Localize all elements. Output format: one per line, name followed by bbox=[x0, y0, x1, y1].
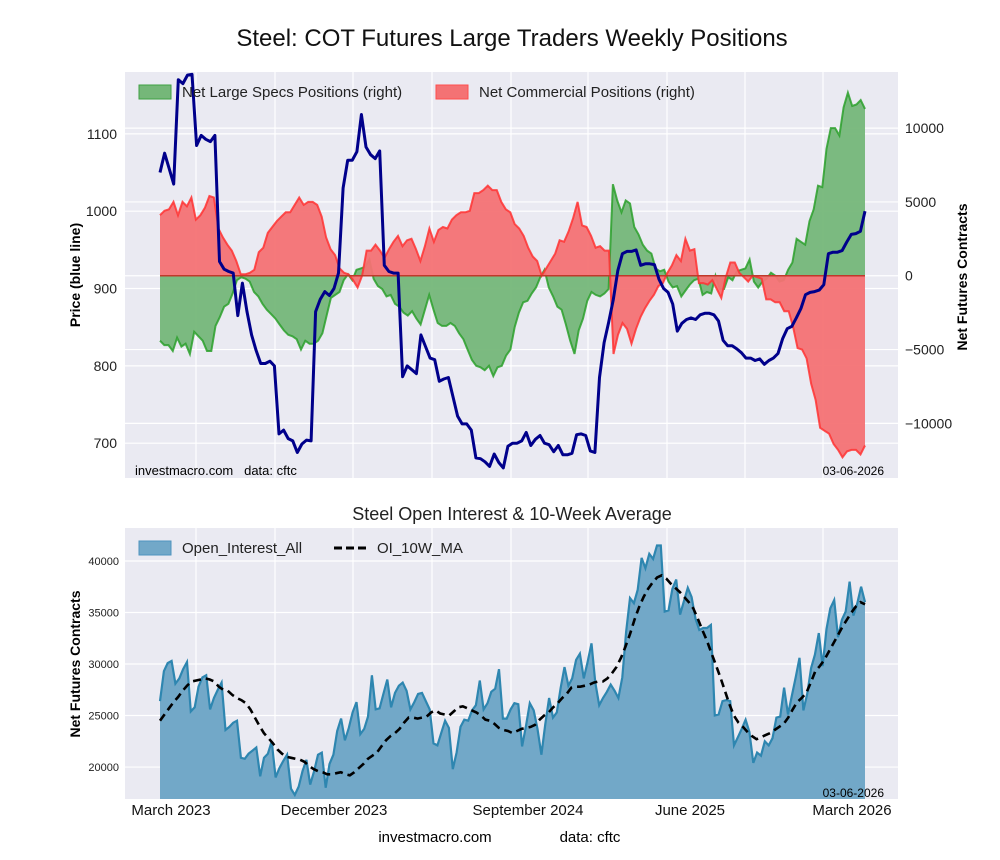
contracts-tick-label: −10000 bbox=[905, 415, 952, 431]
commercial-area bbox=[160, 185, 865, 458]
open-interest-line bbox=[158, 544, 867, 798]
price-tick-label: 700 bbox=[94, 435, 118, 451]
footer-source: data: cftc bbox=[560, 829, 621, 846]
large-specs-line bbox=[159, 89, 866, 379]
legend-label-ma: OI_10W_MA bbox=[377, 540, 463, 557]
open-interest-area bbox=[160, 545, 865, 799]
positions-watermark: investmacro.com data: cftc bbox=[135, 463, 297, 478]
contracts-tick-label: 5000 bbox=[905, 194, 936, 210]
legend-label-open-interest: Open_Interest_All bbox=[182, 540, 302, 557]
net-contracts-axis: −10000 −5000 0 5000 10000 bbox=[905, 120, 952, 431]
open-interest-last-date: 03-06-2026 bbox=[823, 786, 885, 800]
price-tick-label: 1000 bbox=[86, 203, 117, 219]
open-interest-legend: Open_Interest_All OI_10W_MA bbox=[138, 540, 463, 557]
open-interest-tick-label: 25000 bbox=[88, 711, 119, 723]
price-line-layer bbox=[158, 72, 867, 470]
contracts-tick-label: 0 bbox=[905, 268, 913, 284]
contracts-tick-label: 10000 bbox=[905, 120, 944, 136]
commercial-line bbox=[159, 184, 866, 460]
open-interest-chart: 20000 25000 30000 35000 40000 March 2023 Dece… bbox=[67, 528, 898, 819]
legend-swatch-open-interest bbox=[138, 540, 172, 556]
open-interest-area-layer bbox=[158, 544, 867, 799]
footer-site: investmacro.com bbox=[378, 829, 491, 846]
price-line bbox=[158, 72, 867, 470]
date-tick-label: June 2025 bbox=[655, 802, 725, 819]
open-interest-axis: 20000 25000 30000 35000 40000 bbox=[88, 556, 119, 774]
open-interest-tick-label: 20000 bbox=[88, 762, 119, 774]
figure-title: Steel: COT Futures Large Traders Weekly … bbox=[236, 25, 787, 52]
legend-swatch-commercial bbox=[435, 84, 469, 100]
positions-last-date: 03-06-2026 bbox=[823, 464, 885, 478]
open-interest-ma-layer bbox=[158, 573, 866, 777]
legend-label-large-specs: Net Large Specs Positions (right) bbox=[182, 84, 402, 101]
price-tick-label: 900 bbox=[94, 281, 118, 297]
open-interest-axis-label: Net Futures Contracts bbox=[67, 590, 83, 737]
positions-legend: Net Large Specs Positions (right) Net Co… bbox=[138, 84, 695, 101]
net-contracts-axis-label: Net Futures Contracts bbox=[954, 203, 970, 350]
date-axis: March 2023 December 2023 September 2024 Jun… bbox=[131, 802, 891, 819]
date-tick-label: December 2023 bbox=[281, 802, 388, 819]
open-interest-ma-line bbox=[158, 573, 866, 777]
contracts-tick-label: −5000 bbox=[905, 342, 945, 358]
legend-label-commercial: Net Commercial Positions (right) bbox=[479, 84, 695, 101]
open-interest-tick-label: 30000 bbox=[88, 659, 119, 671]
date-tick-label: March 2026 bbox=[812, 802, 891, 819]
date-tick-label: March 2023 bbox=[131, 802, 210, 819]
price-axis-label: Price (blue line) bbox=[67, 223, 83, 327]
large-specs-area bbox=[160, 92, 865, 377]
legend-swatch-large-specs bbox=[138, 84, 172, 100]
open-interest-tick-label: 35000 bbox=[88, 607, 119, 619]
price-axis: 700 800 900 1000 1100 bbox=[86, 126, 117, 451]
date-tick-label: September 2024 bbox=[473, 802, 584, 819]
open-interest-title: Steel Open Interest & 10-Week Average bbox=[352, 504, 672, 524]
price-tick-label: 800 bbox=[94, 358, 118, 374]
price-tick-label: 1100 bbox=[87, 126, 117, 142]
open-interest-tick-label: 40000 bbox=[88, 556, 119, 568]
positions-areas bbox=[159, 89, 866, 460]
